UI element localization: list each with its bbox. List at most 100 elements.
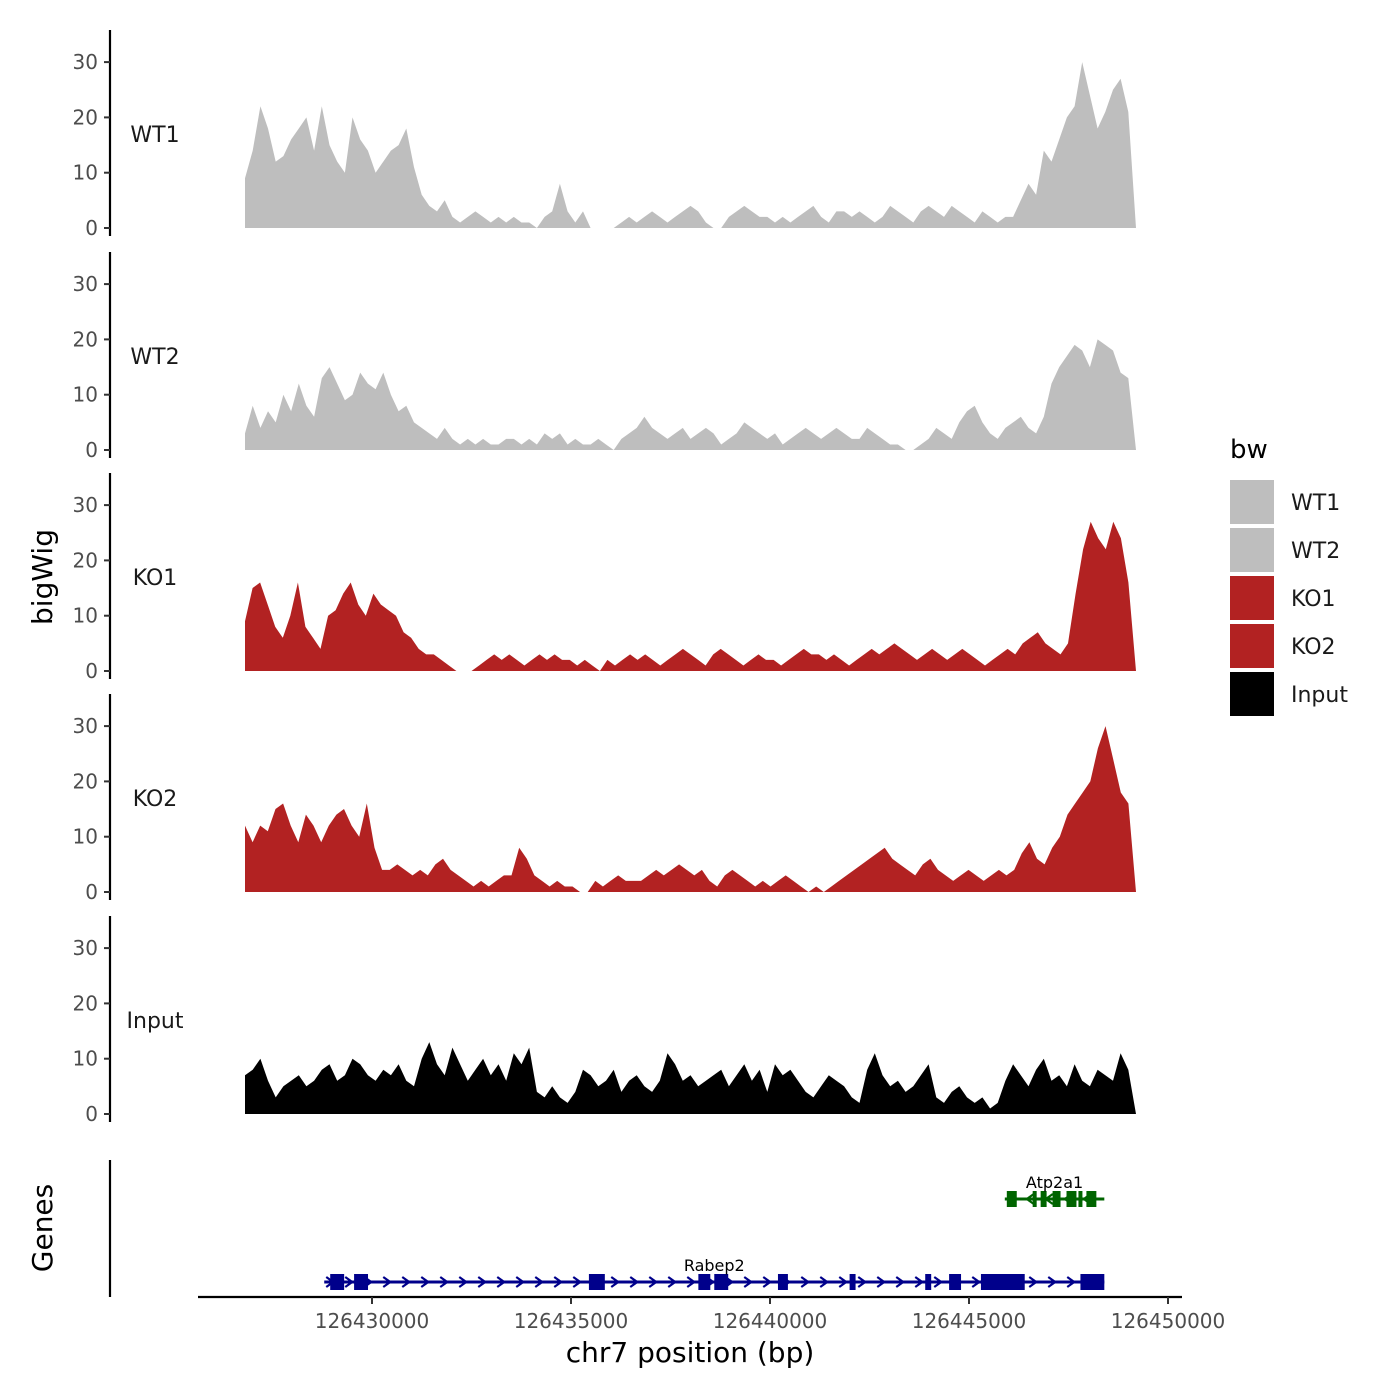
track-label-ko2: KO2 xyxy=(133,787,178,812)
strand-arrow xyxy=(743,1276,754,1288)
gene-exon xyxy=(714,1274,729,1290)
strand-arrow xyxy=(667,1276,678,1288)
legend-label: WT1 xyxy=(1291,491,1340,516)
legend-swatch xyxy=(1230,480,1274,524)
strand-arrow xyxy=(857,1276,868,1288)
track-label-wt1: WT1 xyxy=(130,123,179,148)
legend-swatch xyxy=(1230,576,1274,620)
track-ko1: 0 10 20 30 KO1 xyxy=(73,473,1136,683)
strand-arrow xyxy=(534,1276,545,1288)
track-label-input: Input xyxy=(127,1009,184,1034)
legend-swatch xyxy=(1230,528,1274,572)
strand-arrow xyxy=(762,1276,773,1288)
gene-exon xyxy=(925,1274,932,1290)
gene-exon xyxy=(849,1274,856,1290)
strand-arrow xyxy=(629,1276,640,1288)
gene-exon xyxy=(588,1274,605,1290)
strand-arrow xyxy=(477,1276,488,1288)
gene-exon xyxy=(1086,1191,1097,1207)
strand-arrow xyxy=(933,1276,944,1288)
track-input: 0 10 20 30 Input xyxy=(73,916,1136,1126)
strand-arrow xyxy=(610,1276,621,1288)
strand-arrow xyxy=(819,1276,830,1288)
gene-exon xyxy=(1078,1191,1083,1207)
legend-item-ko2: KO2 xyxy=(1230,624,1336,668)
strand-arrow xyxy=(1024,1193,1035,1205)
gene-exon xyxy=(698,1274,711,1290)
area-ko2 xyxy=(245,726,1136,892)
strand-arrow xyxy=(876,1276,887,1288)
strand-arrow xyxy=(439,1276,450,1288)
legend-label: KO2 xyxy=(1291,635,1336,660)
strand-arrow xyxy=(496,1276,507,1288)
y-tick-label: 0 xyxy=(85,216,98,240)
area-wt1 xyxy=(245,62,1136,228)
y-tick-label: 20 xyxy=(73,769,98,793)
gene-exon xyxy=(777,1274,788,1290)
gene-exon xyxy=(1032,1191,1037,1207)
y-tick-label: 10 xyxy=(73,161,98,185)
x-axis-title: chr7 position (bp) xyxy=(566,1336,815,1369)
strand-arrow xyxy=(1028,1276,1039,1288)
strand-arrow xyxy=(1047,1276,1058,1288)
track-wt1: 0 10 20 30 WT1 xyxy=(73,30,1136,240)
strand-arrow xyxy=(686,1276,697,1288)
x-tick-label: 126450000 xyxy=(1111,1309,1226,1333)
strand-arrow xyxy=(420,1276,431,1288)
strand-arrow xyxy=(895,1276,906,1288)
strand-arrow xyxy=(553,1276,564,1288)
gene-rabep2: Rabep2 xyxy=(324,1256,1105,1290)
legend-swatch xyxy=(1230,672,1274,716)
track-ko2: 0 10 20 30 KO2 xyxy=(73,694,1136,904)
y-tick-label: 10 xyxy=(73,383,98,407)
legend-item-wt1: WT1 xyxy=(1230,480,1340,524)
strand-arrow xyxy=(971,1276,982,1288)
y-tick-label: 30 xyxy=(73,936,98,960)
legend-label: Input xyxy=(1291,683,1348,708)
legend-item-wt2: WT2 xyxy=(1230,528,1340,572)
strand-arrow xyxy=(382,1276,393,1288)
track-label-wt2: WT2 xyxy=(130,345,179,370)
gene-exon xyxy=(1080,1274,1105,1290)
x-tick-label: 126445000 xyxy=(912,1309,1027,1333)
gene-label-rabep2: Rabep2 xyxy=(684,1256,745,1275)
strand-arrow xyxy=(458,1276,469,1288)
area-ko1 xyxy=(245,521,1136,671)
strand-arrow xyxy=(800,1276,811,1288)
gene-atp2a1: Atp2a1 xyxy=(1004,1173,1105,1207)
strand-arrow xyxy=(648,1276,659,1288)
y-tick-label: 30 xyxy=(73,272,98,296)
gene-exon xyxy=(354,1274,369,1290)
strand-arrow xyxy=(572,1276,583,1288)
gene-exon xyxy=(1066,1191,1077,1207)
gene-exon xyxy=(1040,1191,1047,1207)
area-wt2 xyxy=(245,339,1136,450)
legend-label: WT2 xyxy=(1291,539,1340,564)
y-tick-label: 0 xyxy=(85,1102,98,1126)
legend-item-ko1: KO1 xyxy=(1230,576,1336,620)
strand-arrow xyxy=(401,1276,412,1288)
strand-arrow xyxy=(344,1276,355,1288)
y-tick-label: 20 xyxy=(73,105,98,129)
y-tick-label: 30 xyxy=(73,493,98,517)
strand-arrow xyxy=(838,1276,849,1288)
strand-arrow xyxy=(1066,1276,1077,1288)
gene-exon xyxy=(949,1274,962,1290)
strand-arrow xyxy=(914,1276,925,1288)
y-axis-title: bigWig xyxy=(26,529,59,625)
legend-title: bw xyxy=(1230,435,1268,465)
y-tick-label: 10 xyxy=(73,604,98,628)
genes-axis-title: Genes xyxy=(26,1184,59,1272)
y-tick-label: 0 xyxy=(85,659,98,683)
y-tick-label: 30 xyxy=(73,50,98,74)
gene-exon xyxy=(1052,1191,1061,1207)
y-tick-label: 20 xyxy=(73,327,98,351)
y-tick-label: 10 xyxy=(73,1047,98,1071)
y-tick-label: 0 xyxy=(85,438,98,462)
track-wt2: 0 10 20 30 WT2 xyxy=(73,252,1136,462)
x-tick-label: 126440000 xyxy=(713,1309,828,1333)
strand-arrow xyxy=(515,1276,526,1288)
gene-label-atp2a1: Atp2a1 xyxy=(1026,1173,1083,1192)
legend-swatch xyxy=(1230,624,1274,668)
gene-exon xyxy=(330,1274,345,1290)
